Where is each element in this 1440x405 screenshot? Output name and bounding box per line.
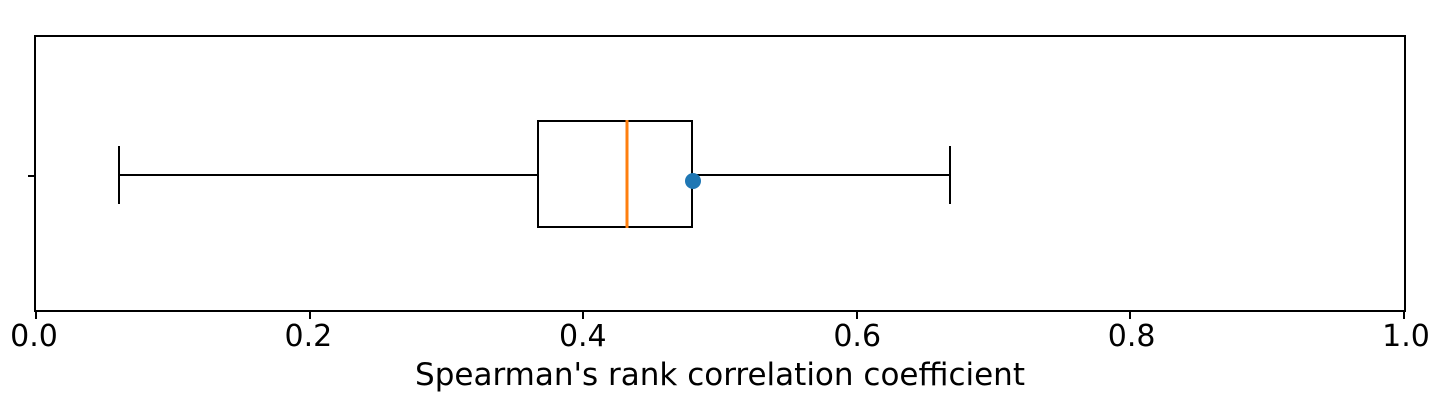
x-tick-label: 0.8 — [1107, 319, 1156, 354]
x-axis-label: Spearman's rank correlation coefficient — [415, 357, 1025, 393]
x-tick-label: 0.0 — [10, 319, 58, 354]
x-tick-label: 0.6 — [833, 319, 882, 354]
whisker-line-right — [692, 174, 950, 176]
plot-area — [28, 35, 1406, 319]
whisker-cap-low — [118, 146, 121, 204]
x-tick-mark — [855, 312, 858, 319]
x-tick-label: 1.0 — [1382, 319, 1430, 354]
whisker-cap-high — [948, 146, 951, 204]
whisker-line-left — [119, 174, 537, 176]
x-tick-mark — [308, 312, 311, 319]
mean-marker-dot — [684, 173, 701, 189]
x-tick-label: 0.2 — [284, 319, 333, 354]
y-axis-tick — [28, 175, 36, 177]
iqr-box — [536, 120, 693, 228]
x-tick-mark — [1129, 312, 1132, 319]
x-tick-mark — [582, 312, 585, 319]
x-tick-mark — [1403, 312, 1405, 319]
x-tick-mark — [35, 312, 37, 319]
median-line — [625, 120, 629, 228]
x-tick-label: 0.4 — [558, 319, 607, 354]
